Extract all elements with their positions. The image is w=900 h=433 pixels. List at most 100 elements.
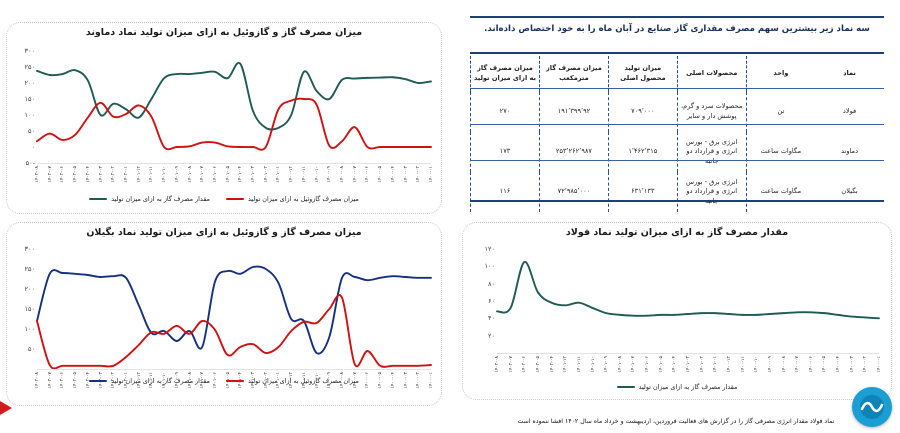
chart-xtick-label: ۱۴۰۲-۰۴ [85, 166, 91, 183]
table-header-rule-top [470, 52, 884, 54]
chart-xtick-label: ۱۴۰۲-۰۴ [549, 356, 555, 373]
chart-legend-item[interactable]: مقدار مصرف گاز به ازای میزان تولید [89, 377, 210, 385]
chart-xtick-label: ۱۴۰۲-۰۵ [73, 166, 79, 183]
chart-legend-foolad: مقدار مصرف گاز به ازای میزان تولید [473, 381, 881, 393]
chart-plot-foolad [496, 249, 880, 353]
chart-ytick-label: ۰ [31, 143, 36, 151]
cell-gas: ۷۲٬۹۸۵٬۰۰۰ [538, 172, 609, 212]
chart-baseline [37, 369, 431, 370]
chart-xtick-label: ۱۴۰۰-۰۲ [863, 356, 869, 373]
chart-xtick-label: ۱۴۰۲-۰۸ [495, 356, 500, 373]
chart-baseline [497, 353, 879, 354]
chart-ytick-label: ۸۰ [488, 279, 495, 288]
chart-ytick-label: ۲۵۰ [24, 63, 35, 71]
brand-logo-badge [852, 387, 892, 427]
cell-production: ۶۳۱٬۱۳۳ [607, 172, 678, 212]
chart-ytick-label: ۳۰۰ [24, 245, 35, 253]
chart-series-line-1 [36, 97, 432, 151]
cell-unit: تن [745, 92, 816, 132]
cell-ratio: ۱۱۶ [470, 172, 540, 212]
chart-xtick-label: ۱۴۰۰-۰۵ [822, 356, 828, 373]
chart-xtick-label: ۱۴۰۲-۰۲ [111, 166, 117, 183]
chart-xtick-label: ۱۴۰۰-۰۳ [849, 356, 855, 373]
chart-xtick-label: ۱۴۰۱-۰۳ [251, 166, 257, 183]
chart-ytick-label: ۲۵۰ [24, 265, 35, 273]
chart-legend-label: میزان مصرف گازوئیل به ازای میزان تولید [247, 377, 359, 385]
chart-title-begilan: میزان مصرف گاز و گازوئیل به ازای میزان ت… [86, 227, 362, 238]
chart-ytick-label: ۲۰۰ [24, 79, 35, 87]
chart-xtick-label: ۱۴۰۰-۱۰ [754, 356, 760, 373]
chart-xaxis-damavand: ۱۴۰۰-۰۱ ۱۴۰۰-۰۲ ۱۴۰۰-۰۳ ۱۴۰۰-۰۴ ۱۴۰۰-۰۵ ۱۴۰۰-… [35, 165, 434, 193]
chart-xtick-label: ۱۴۰۱-۰۲ [263, 166, 269, 183]
cell-symbol: دماوند [841, 147, 859, 156]
cell-unit: مگاوات ساعت [745, 172, 816, 212]
table-top-rule [470, 16, 884, 18]
chart-xtick-label: ۱۴۰۱-۱۱ [149, 166, 155, 183]
chart-xtick-label: ۱۴۰۱-۰۸ [617, 356, 623, 373]
chart-legend-swatch-icon [225, 379, 244, 383]
chart-title-foolad: مقدار مصرف گاز به ازای میزان تولید نماد … [565, 227, 789, 238]
chart-xtick-label: ۱۴۰۱-۰۱ [713, 356, 719, 373]
cell-symbol: فولاد [842, 107, 857, 116]
chart-ytick-label: ۵۰ [28, 345, 35, 353]
table-row: بگیلان مگاوات ساعت انرژی برق - بورس انرژ… [470, 172, 885, 212]
table-col-ratio: میزان مصرف گاز به ازای میزان تولید [470, 56, 540, 92]
chart-xtick-label: ۱۴۰۱-۱۰ [590, 356, 596, 373]
chart-xtick-label: ۱۴۰۱-۱۱ [576, 356, 582, 373]
chart-xtick-label: ۱۴۰۱-۰۶ [212, 166, 218, 183]
table-row-rule-1 [470, 124, 884, 126]
chart-ytick-label: ۱۵۰ [24, 95, 35, 103]
chart-ytick-label: ۲۰ [488, 331, 495, 340]
chart-xtick-label: ۱۴۰۱-۰۳ [686, 356, 691, 373]
chart-legend-label: مقدار مصرف گاز به ازای میزان تولید [111, 195, 210, 203]
summary-table-panel: سه نماد زیر بیشترین سهم مصرف مقداری گاز … [462, 10, 892, 212]
chart-legend-label: مقدار مصرف گاز به ازای میزان تولید [111, 377, 210, 385]
chart-xtick-label: ۱۴۰۱-۰۹ [604, 356, 610, 373]
chart-xtick-label: ۱۴۰۰-۱۱ [301, 166, 307, 183]
chart-plot-begilan [36, 249, 432, 370]
chart-series-line-1 [36, 294, 432, 370]
chart-xtick-label: ۱۴۰۲-۰۱ [123, 166, 129, 183]
cell-unit: مگاوات ساعت [745, 132, 816, 172]
table-col-production: میزان تولید محصول اصلی [607, 56, 678, 92]
red-triangle-marker [0, 401, 12, 415]
chart-legend-swatch-icon [89, 379, 108, 383]
cell-products: محصولات سرد و گرم، پوشش دار و سایر [676, 92, 747, 132]
chart-legend-begilan: مقدار مصرف گاز به ازای میزان تولید میزان … [17, 375, 431, 387]
chart-legend-swatch-icon [616, 385, 635, 389]
chart-ytick-label: ۱۰۰ [484, 262, 495, 271]
chart-xtick-label: ۱۴۰۱-۰۴ [672, 356, 678, 373]
table-header-rule-bottom [470, 88, 884, 90]
chart-series-line-0 [36, 61, 432, 131]
summary-table: نماد واحد محصولات اصلی میزان تولید محصول… [470, 56, 884, 212]
chart-xtick-label: ۱۴۰۰-۰۱ [429, 166, 434, 183]
chart-xtick-label: ۱۴۰۲-۰۵ [535, 356, 541, 373]
chart-ytick-label: ۴۰ [488, 314, 495, 323]
chart-legend-item[interactable]: مقدار مصرف گاز به ازای میزان تولید [89, 195, 210, 203]
chart-legend-item[interactable]: میزان مصرف گازوئیل به ازای میزان تولید [225, 377, 359, 385]
chart-xtick-label: ۱۴۰۰-۰۷ [352, 166, 358, 183]
chart-xtick-label: ۱۴۰۰-۰۸ [340, 166, 346, 183]
table-row: فولاد تن محصولات سرد و گرم، پوشش دار و س… [470, 92, 885, 132]
chart-ytick-label: ۱۵۰ [24, 305, 35, 313]
chart-ytick-label: ۲۰۰ [24, 285, 35, 293]
chart-legend-label: مقدار مصرف گاز به ازای میزان تولید [638, 383, 738, 391]
chart-xtick-label: ۱۴۰۰-۱۲ [726, 356, 732, 373]
chart-legend-item[interactable]: مقدار مصرف گاز به ازای میزان تولید [616, 383, 738, 391]
chart-ytick-label: ۵۰- [25, 159, 35, 167]
table-col-unit: واحد [745, 56, 816, 92]
chart-ytick-label: ۶۰ [488, 297, 495, 305]
chart-plot-damavand [36, 51, 432, 163]
chart-ytick-label: ۳۰۰ [24, 47, 35, 55]
table-col-gas: میزان مصرف گاز مترمکعب [538, 56, 609, 92]
table-header-row: نماد واحد محصولات اصلی میزان تولید محصول… [470, 56, 885, 92]
table-row: دماوند مگاوات ساعت انرژی برق - بورس انرژ… [470, 132, 885, 172]
chart-legend-damavand: مقدار مصرف گاز به ازای میزان تولید میزان … [17, 193, 431, 205]
chart-xtick-label: ۱۴۰۰-۰۳ [403, 166, 409, 183]
chart-xtick-label: ۱۴۰۱-۰۷ [200, 166, 206, 183]
chart-xtick-label: ۱۴۰۰-۰۷ [795, 356, 801, 373]
chart-xtick-label: ۱۴۰۰-۱۰ [314, 166, 320, 183]
chart-xtick-label: ۱۴۰۰-۰۵ [378, 166, 384, 183]
chart-legend-item[interactable]: میزان مصرف گازوئیل به ازای میزان تولید [225, 195, 359, 203]
chart-xtick-label: ۱۴۰۱-۰۹ [174, 166, 180, 183]
